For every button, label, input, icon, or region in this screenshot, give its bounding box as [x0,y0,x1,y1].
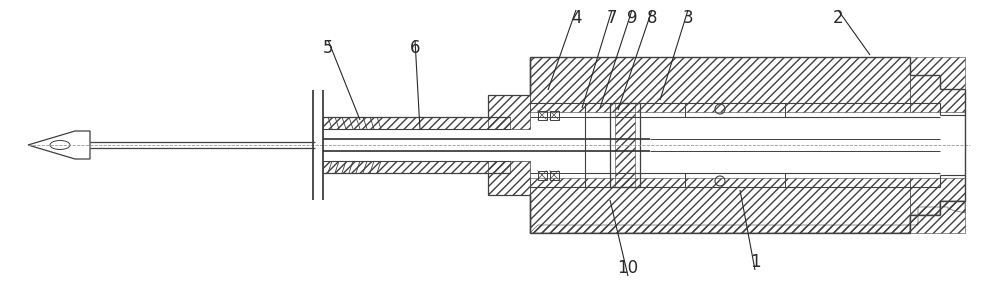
Bar [530,178,910,233]
Bar [323,117,510,129]
Text: 10: 10 [617,259,639,277]
Text: 2: 2 [833,9,843,27]
Bar [910,178,965,233]
Text: 4: 4 [571,9,581,27]
Bar [488,161,530,195]
Text: 3: 3 [683,9,693,27]
Text: 9: 9 [627,9,637,27]
Bar [488,95,530,129]
Bar [323,161,510,173]
Text: 7: 7 [607,9,617,27]
Bar [550,171,558,180]
Bar [530,57,910,112]
Bar [910,57,965,112]
Bar [538,171,546,180]
Text: 5: 5 [323,39,333,57]
Bar [538,110,546,120]
Text: 6: 6 [410,39,420,57]
Bar [550,110,558,120]
Text: 8: 8 [647,9,657,27]
Bar [615,103,635,187]
Bar [610,103,640,187]
Text: 1: 1 [750,253,760,271]
